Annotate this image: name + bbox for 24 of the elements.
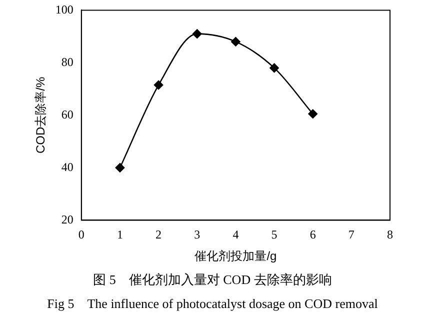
y-tick-label: 20 xyxy=(61,212,74,226)
x-tick-label: 5 xyxy=(271,228,278,242)
point xyxy=(231,37,240,46)
point xyxy=(115,163,125,172)
x-tick-label: 4 xyxy=(232,228,239,242)
point xyxy=(270,63,279,73)
caption: 图 5 催化剂加入量对 COD 去除率的影响 xyxy=(92,271,333,289)
y-tick-label: 40 xyxy=(61,160,74,174)
x-tick-label: 6 xyxy=(310,228,316,242)
x-tick-label: 7 xyxy=(348,228,354,242)
y-tick-label: 100 xyxy=(55,2,74,16)
x-tick-label: 2 xyxy=(156,228,162,242)
y-axis-title: COD去除率/% xyxy=(34,76,48,154)
point xyxy=(192,29,202,38)
y-tick-label: 80 xyxy=(61,54,74,69)
x-tick-label: 1 xyxy=(116,228,123,242)
point xyxy=(308,109,318,119)
x-axis-title: 催化剂投加量/g xyxy=(194,249,277,264)
x-tick-label: 8 xyxy=(387,228,393,242)
x-tick-label: 3 xyxy=(194,228,200,242)
caption: Fig 5 The influence of photocatalyst dosage on COD removal xyxy=(46,295,379,313)
point xyxy=(154,80,164,90)
x-tick-label: 0 xyxy=(78,228,84,242)
y-tick-label: 60 xyxy=(61,107,74,122)
